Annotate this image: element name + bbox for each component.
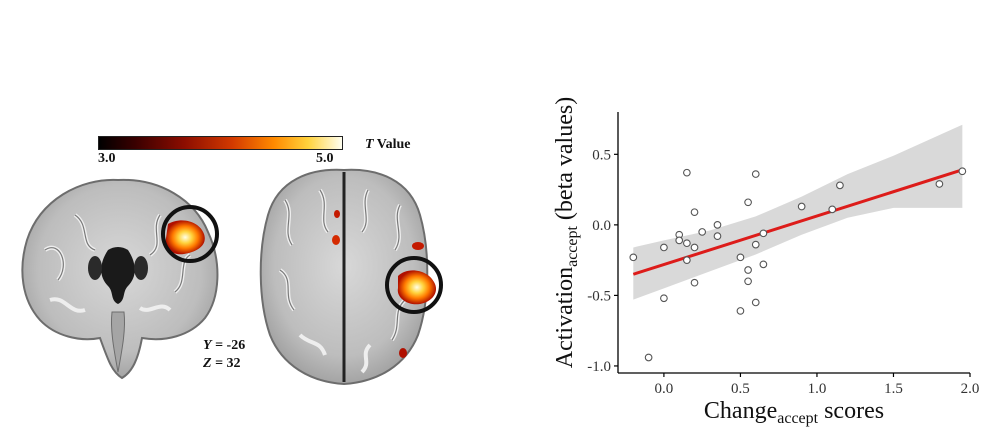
axes-layer: 0.0 0.5 1.0 1.5 2.0 -1.0 -0.5 0.0 0.5 <box>587 112 979 397</box>
coronal-coord-value: = -26 <box>211 338 246 353</box>
x-tick-label: 0.0 <box>655 381 674 397</box>
data-point <box>797 202 806 211</box>
data-point <box>675 236 684 245</box>
data-point <box>629 253 638 262</box>
x-axis-label-base: Change <box>704 398 777 424</box>
y-axis-label-base: Activation <box>552 267 578 368</box>
data-point <box>958 167 967 176</box>
y-axis-label-sub: accept <box>564 226 581 267</box>
data-point <box>836 181 844 190</box>
data-point <box>690 278 699 287</box>
scatter-chart: 0.0 0.5 1.0 1.5 2.0-1.0-0.50.00.5 Changeacce… <box>552 97 979 427</box>
coronal-coord-axis: Y <box>203 338 212 353</box>
y-axis-label: Activationaccept (beta values) <box>552 97 581 368</box>
data-point <box>751 298 760 307</box>
x-tick-label: 0.5 <box>731 381 750 397</box>
data-point <box>751 240 760 249</box>
y-tick-label: 0.5 <box>592 147 611 163</box>
data-point <box>759 260 768 269</box>
data-point <box>935 180 944 188</box>
axial-coord-axis: Z <box>203 356 212 371</box>
colorbar-max-label: 5.0 <box>316 151 334 166</box>
x-tick-label: 2.0 <box>961 381 980 397</box>
axial-coordinate: Z = 32 <box>203 356 241 372</box>
data-point <box>713 221 722 229</box>
data-point <box>736 253 745 262</box>
y-tick-label: 0.0 <box>592 218 611 234</box>
y-axis-label-suffix: (beta values) <box>552 97 578 226</box>
confidence-band <box>633 124 963 300</box>
data-point <box>698 228 707 236</box>
colorbar-min-label: 3.0 <box>98 151 116 166</box>
y-tick-label: -1.0 <box>587 359 611 375</box>
data-point <box>683 168 691 177</box>
colorbar <box>98 136 343 150</box>
axial-slice <box>259 168 443 386</box>
axial-roi-circle <box>385 256 443 314</box>
data-point <box>690 208 699 217</box>
data-point <box>660 294 668 303</box>
coronal-roi-circle <box>161 205 219 263</box>
x-axis-label: Changeaccept scores <box>704 398 884 427</box>
data-point <box>751 170 760 178</box>
fit-line-layer <box>632 168 963 276</box>
axial-coord-value: = 32 <box>211 356 241 371</box>
x-axis-label-suffix: scores <box>818 398 884 424</box>
colorbar-title: T Value <box>365 137 411 153</box>
colorbar-title-t: T <box>365 137 374 152</box>
y-tick-label: -0.5 <box>587 288 611 304</box>
confidence-band-layer <box>633 124 963 300</box>
x-tick-label: 1.0 <box>808 381 827 397</box>
data-point <box>744 277 752 286</box>
coronal-coordinate: Y = -26 <box>203 338 245 354</box>
data-point <box>683 239 691 248</box>
data-point <box>828 205 837 214</box>
data-point <box>660 243 668 252</box>
data-point <box>713 232 722 241</box>
points-layer <box>629 167 967 362</box>
x-axis-label-sub: accept <box>777 410 818 427</box>
data-point <box>744 198 752 207</box>
regression-line <box>632 168 963 276</box>
data-point <box>644 353 653 362</box>
coronal-slice <box>21 178 219 380</box>
colorbar-title-rest: Value <box>373 137 411 152</box>
data-point <box>690 243 699 252</box>
x-tick-label: 1.5 <box>884 381 903 397</box>
data-point <box>744 266 752 274</box>
brain-slices <box>21 168 443 386</box>
data-point <box>759 229 768 238</box>
data-point <box>736 307 745 315</box>
data-point <box>683 256 691 264</box>
